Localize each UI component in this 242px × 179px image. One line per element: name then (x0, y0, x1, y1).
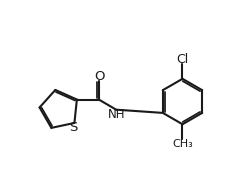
Text: CH₃: CH₃ (172, 139, 193, 149)
Text: S: S (69, 121, 77, 134)
Text: Cl: Cl (176, 53, 189, 66)
Text: NH: NH (107, 108, 125, 121)
Text: O: O (94, 70, 105, 83)
